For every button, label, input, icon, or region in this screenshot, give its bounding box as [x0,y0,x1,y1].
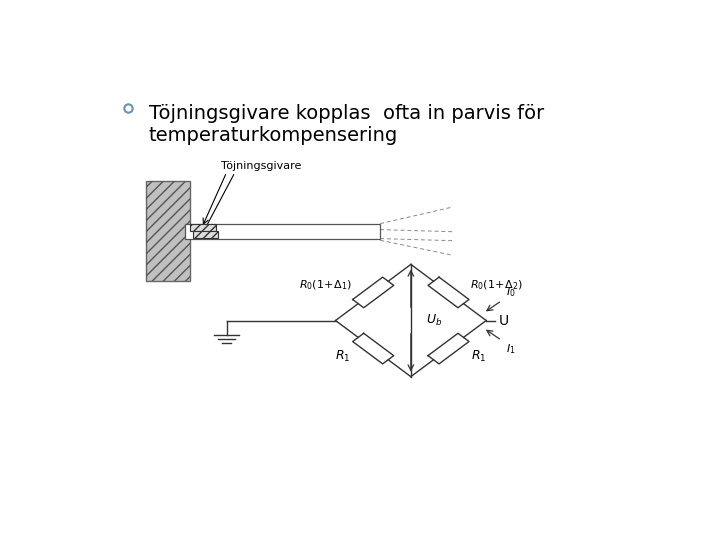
Text: U: U [499,314,509,328]
Bar [145,181,190,281]
Text: $R_0(1\!+\!\Delta_2)$: $R_0(1\!+\!\Delta_2)$ [469,278,523,292]
Text: Töjningsgivare: Töjningsgivare [221,161,302,171]
Bar [190,225,215,231]
Text: $R_0(1\!+\!\Delta_1)$: $R_0(1\!+\!\Delta_1)$ [300,278,352,292]
Text: $I_1$: $I_1$ [505,342,516,356]
Bar [185,224,380,239]
Text: $I_0$: $I_0$ [505,285,516,299]
Text: $R_1$: $R_1$ [335,348,350,363]
Text: $U_b$: $U_b$ [426,313,443,328]
Bar [193,231,218,238]
Text: $R_1$: $R_1$ [472,348,487,363]
Bar [145,181,190,281]
Text: Töjningsgivare kopplas  ofta in parvis för
temperaturkompensering: Töjningsgivare kopplas ofta in parvis fö… [148,104,544,145]
